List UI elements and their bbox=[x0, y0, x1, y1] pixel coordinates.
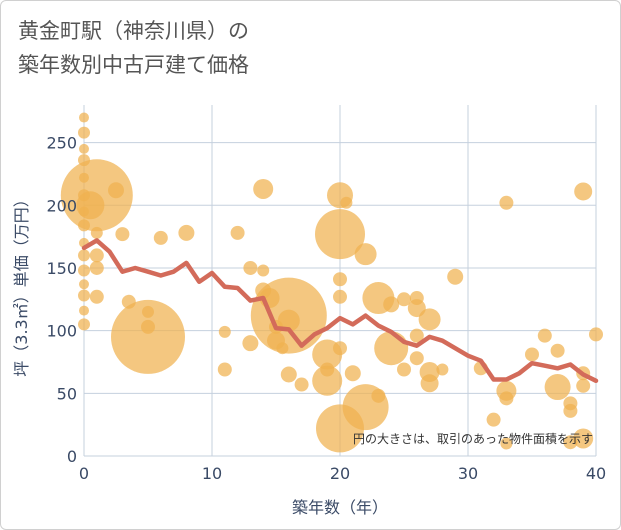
bubble-18 bbox=[89, 248, 104, 263]
bubble-13 bbox=[79, 305, 89, 316]
bubble-24 bbox=[111, 299, 185, 374]
y-tick-label-3: 150 bbox=[46, 259, 77, 278]
bubble-84 bbox=[563, 403, 578, 418]
bubble-81 bbox=[544, 374, 571, 401]
bubble-63 bbox=[397, 362, 411, 377]
bubble-59 bbox=[371, 388, 386, 403]
bubble-layer bbox=[60, 112, 603, 453]
bubble-20 bbox=[89, 289, 104, 304]
bubble-60 bbox=[383, 296, 400, 313]
chart-title-line2: 築年数別中古戸建て価格 bbox=[18, 53, 249, 77]
bubble-72 bbox=[447, 268, 464, 285]
bubble-50 bbox=[333, 272, 347, 287]
chart-title: 黄金町駅（神奈川県）の 築年数別中古戸建て価格 bbox=[18, 14, 249, 82]
bubble-17 bbox=[90, 226, 103, 239]
bubble-77 bbox=[499, 391, 514, 406]
bubble-14 bbox=[78, 318, 90, 331]
bubble-43 bbox=[280, 366, 297, 383]
y-tick-label-4: 200 bbox=[46, 196, 77, 215]
y-axis-ticks: 0 50 100 150 200 250 bbox=[46, 134, 77, 466]
x-tick-label-0: 0 bbox=[79, 464, 89, 483]
bubble-size-note: 円の大きさは、取引のあった物件面積を示す bbox=[353, 431, 593, 446]
bubble-52 bbox=[333, 341, 347, 356]
bubble-28 bbox=[178, 224, 195, 241]
bubble-34 bbox=[253, 178, 274, 199]
y-tick-label-0: 0 bbox=[67, 447, 77, 466]
x-tick-label-3: 30 bbox=[458, 464, 478, 483]
trend-line-layer bbox=[81, 238, 599, 384]
bubble-49 bbox=[315, 209, 365, 260]
bubble-19 bbox=[89, 260, 104, 275]
bubble-16 bbox=[76, 191, 105, 220]
x-axis-title: 築年数（年） bbox=[292, 498, 388, 517]
x-tick-label-4: 40 bbox=[586, 464, 606, 483]
bubble-47 bbox=[312, 365, 343, 396]
bubble-35 bbox=[257, 264, 270, 277]
bubble-79 bbox=[525, 347, 539, 362]
y-axis-title: 坪（3.3㎡）単価（万円） bbox=[12, 191, 31, 376]
bubble-21 bbox=[108, 182, 124, 199]
bubble-70 bbox=[420, 374, 439, 393]
bubble-55 bbox=[344, 365, 361, 382]
bubble-56 bbox=[354, 243, 377, 266]
bubble-62 bbox=[397, 292, 411, 307]
bubble-51 bbox=[333, 289, 347, 304]
bubble-29 bbox=[218, 325, 231, 338]
bubble-30 bbox=[217, 362, 232, 377]
bubble-26 bbox=[142, 305, 154, 318]
bubble-0 bbox=[79, 112, 89, 123]
x-axis-ticks: 0 10 20 30 40 bbox=[79, 464, 606, 483]
bubble-32 bbox=[243, 260, 258, 275]
bubble-9 bbox=[78, 249, 90, 262]
bubble-86 bbox=[574, 182, 593, 201]
bubble-88 bbox=[576, 378, 591, 393]
bubble-78 bbox=[500, 437, 513, 450]
bubble-1 bbox=[78, 126, 90, 139]
bubble-67 bbox=[409, 351, 424, 366]
bubble-74 bbox=[486, 412, 501, 427]
bubble-11 bbox=[79, 279, 89, 290]
bubble-68 bbox=[418, 308, 441, 331]
bubble-12 bbox=[78, 289, 90, 302]
bubble-42 bbox=[277, 309, 300, 332]
bubble-80 bbox=[537, 328, 552, 343]
bubble-25 bbox=[141, 319, 155, 334]
y-tick-label-1: 50 bbox=[57, 384, 77, 403]
bubble-71 bbox=[436, 363, 449, 376]
bubble-89 bbox=[573, 428, 594, 449]
bubble-82 bbox=[550, 343, 565, 358]
y-tick-label-5: 250 bbox=[46, 134, 77, 153]
bubble-10 bbox=[78, 264, 90, 277]
bubble-75 bbox=[499, 195, 514, 210]
y-tick-label-2: 100 bbox=[46, 322, 77, 341]
bubble-66 bbox=[409, 328, 424, 343]
bubble-33 bbox=[242, 335, 259, 352]
bubble-44 bbox=[294, 377, 309, 392]
bubble-54 bbox=[340, 196, 353, 209]
trend-line bbox=[81, 238, 599, 384]
bubble-2 bbox=[79, 143, 89, 154]
bubble-90 bbox=[589, 327, 603, 342]
bubble-22 bbox=[115, 227, 130, 242]
chart-title-line1: 黄金町駅（神奈川県）の bbox=[18, 19, 249, 43]
x-tick-label-2: 20 bbox=[330, 464, 350, 483]
bubble-31 bbox=[230, 225, 245, 240]
x-tick-label-1: 10 bbox=[202, 464, 222, 483]
bubble-27 bbox=[153, 230, 168, 245]
bubble-61 bbox=[374, 331, 409, 366]
